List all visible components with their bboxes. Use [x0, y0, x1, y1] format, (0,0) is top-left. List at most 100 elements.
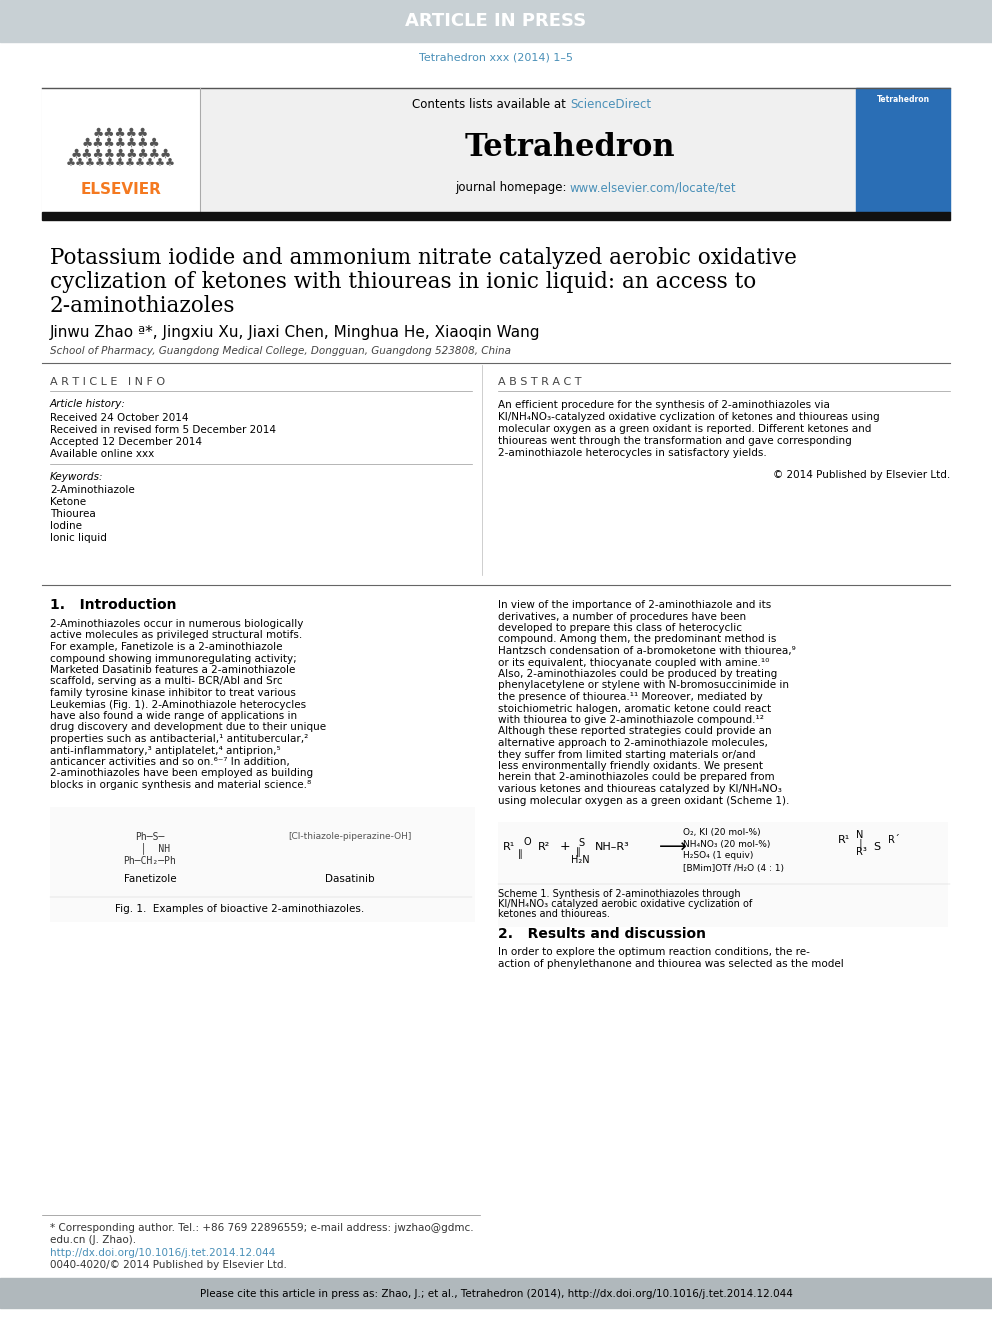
Text: less environmentally friendly oxidants. We present: less environmentally friendly oxidants. … — [498, 761, 763, 771]
Text: R¹: R¹ — [503, 841, 515, 852]
Text: action of phenylethanone and thiourea was selected as the model: action of phenylethanone and thiourea wa… — [498, 959, 844, 968]
Text: ∥: ∥ — [576, 847, 581, 857]
Text: the presence of thiourea.¹¹ Moreover, mediated by: the presence of thiourea.¹¹ Moreover, me… — [498, 692, 763, 703]
Text: Scheme 1. Synthesis of 2-aminothiazoles through: Scheme 1. Synthesis of 2-aminothiazoles … — [498, 889, 741, 900]
Text: molecular oxygen as a green oxidant is reported. Different ketones and: molecular oxygen as a green oxidant is r… — [498, 423, 871, 434]
Text: 2-aminothiazoles: 2-aminothiazoles — [50, 295, 235, 318]
Text: R´: R´ — [888, 835, 900, 845]
Text: ketones and thioureas.: ketones and thioureas. — [498, 909, 610, 919]
Text: KI/NH₄NO₃ catalyzed aerobic oxidative cyclization of: KI/NH₄NO₃ catalyzed aerobic oxidative cy… — [498, 900, 752, 909]
Text: herein that 2-aminothiazoles could be prepared from: herein that 2-aminothiazoles could be pr… — [498, 773, 775, 782]
Text: blocks in organic synthesis and material science.⁸: blocks in organic synthesis and material… — [50, 781, 311, 790]
Text: compound. Among them, the predominant method is: compound. Among them, the predominant me… — [498, 635, 777, 644]
Text: [Cl-thiazole-piperazine-OH]: [Cl-thiazole-piperazine-OH] — [289, 832, 412, 841]
Text: ♣♣♣♣♣♣♣: ♣♣♣♣♣♣♣ — [81, 136, 161, 149]
Text: +: + — [560, 840, 570, 853]
Text: stoichiometric halogen, aromatic ketone could react: stoichiometric halogen, aromatic ketone … — [498, 704, 771, 713]
Text: anti-inflammatory,³ antiplatelet,⁴ antiprion,⁵: anti-inflammatory,³ antiplatelet,⁴ antip… — [50, 745, 281, 755]
Text: │  NH: │ NH — [129, 843, 171, 855]
Text: Ph─CH₂─Ph: Ph─CH₂─Ph — [124, 856, 177, 865]
Text: family tyrosine kinase inhibitor to treat various: family tyrosine kinase inhibitor to trea… — [50, 688, 296, 699]
Text: Potassium iodide and ammonium nitrate catalyzed aerobic oxidative: Potassium iodide and ammonium nitrate ca… — [50, 247, 797, 269]
Text: Ketone: Ketone — [50, 497, 86, 507]
Text: www.elsevier.com/locate/tet: www.elsevier.com/locate/tet — [570, 181, 737, 194]
Text: For example, Fanetizole is a 2-aminothiazole: For example, Fanetizole is a 2-aminothia… — [50, 642, 283, 652]
Text: cyclization of ketones with thioureas in ionic liquid: an access to: cyclization of ketones with thioureas in… — [50, 271, 756, 292]
Bar — [42, 89, 950, 212]
Text: 1.   Introduction: 1. Introduction — [50, 598, 177, 613]
Text: Available online xxx: Available online xxx — [50, 448, 154, 459]
Text: 2-Aminothiazoles occur in numerous biologically: 2-Aminothiazoles occur in numerous biolo… — [50, 619, 304, 628]
Text: Fanetizole: Fanetizole — [124, 873, 177, 884]
Text: S: S — [873, 841, 880, 852]
Text: Although these reported strategies could provide an: Although these reported strategies could… — [498, 726, 772, 737]
Text: have also found a wide range of applications in: have also found a wide range of applicat… — [50, 710, 298, 721]
Bar — [42, 212, 950, 220]
Text: Fig. 1.  Examples of bioactive 2-aminothiazoles.: Fig. 1. Examples of bioactive 2-aminothi… — [115, 905, 365, 914]
Bar — [856, 89, 950, 212]
Text: N: N — [856, 830, 863, 840]
Text: A R T I C L E   I N F O: A R T I C L E I N F O — [50, 377, 165, 388]
Bar — [498, 822, 948, 927]
Text: An efficient procedure for the synthesis of 2-aminothiazoles via: An efficient procedure for the synthesis… — [498, 400, 830, 410]
Text: Also, 2-aminothiazoles could be produced by treating: Also, 2-aminothiazoles could be produced… — [498, 669, 778, 679]
Text: │: │ — [858, 837, 864, 849]
Text: drug discovery and development due to their unique: drug discovery and development due to th… — [50, 722, 326, 733]
Text: R¹: R¹ — [838, 835, 850, 845]
Text: properties such as antibacterial,¹ antitubercular,²: properties such as antibacterial,¹ antit… — [50, 734, 309, 744]
Text: Tetrahedron: Tetrahedron — [877, 95, 930, 105]
Text: Article history:: Article history: — [50, 400, 126, 409]
Text: [BMim]OTf /H₂O (4 : 1): [BMim]OTf /H₂O (4 : 1) — [683, 864, 784, 872]
Text: Ionic liquid: Ionic liquid — [50, 533, 107, 542]
Text: In order to explore the optimum reaction conditions, the re-: In order to explore the optimum reaction… — [498, 947, 809, 957]
Text: they suffer from limited starting materials or/and: they suffer from limited starting materi… — [498, 750, 756, 759]
Text: 0040-4020/© 2014 Published by Elsevier Ltd.: 0040-4020/© 2014 Published by Elsevier L… — [50, 1259, 287, 1270]
Text: http://dx.doi.org/10.1016/j.tet.2014.12.044: http://dx.doi.org/10.1016/j.tet.2014.12.… — [50, 1248, 275, 1258]
Text: NH₄NO₃ (20 mol-%): NH₄NO₃ (20 mol-%) — [683, 840, 771, 848]
Text: Dasatinib: Dasatinib — [325, 873, 375, 884]
Text: Marketed Dasatinib features a 2-aminothiazole: Marketed Dasatinib features a 2-aminothi… — [50, 665, 296, 675]
Text: Thiourea: Thiourea — [50, 509, 96, 519]
Text: ♣♣♣♣♣♣♣♣♣♣♣: ♣♣♣♣♣♣♣♣♣♣♣ — [66, 159, 176, 169]
Text: Accepted 12 December 2014: Accepted 12 December 2014 — [50, 437, 202, 447]
Text: Hantzsch condensation of a-bromoketone with thiourea,⁹: Hantzsch condensation of a-bromoketone w… — [498, 646, 796, 656]
Bar — [50, 807, 475, 922]
Text: Tetrahedron: Tetrahedron — [464, 132, 676, 164]
Bar — [0, 1278, 992, 1308]
Text: O: O — [523, 837, 531, 847]
Text: journal homepage:: journal homepage: — [454, 181, 570, 194]
Text: phenylacetylene or stylene with N-bromosuccinimide in: phenylacetylene or stylene with N-bromos… — [498, 680, 789, 691]
Text: S: S — [578, 837, 584, 848]
Text: ScienceDirect: ScienceDirect — [570, 98, 651, 111]
Text: ∥: ∥ — [518, 849, 523, 859]
Text: ARTICLE IN PRESS: ARTICLE IN PRESS — [406, 12, 586, 30]
Text: © 2014 Published by Elsevier Ltd.: © 2014 Published by Elsevier Ltd. — [773, 470, 950, 480]
Text: School of Pharmacy, Guangdong Medical College, Dongguan, Guangdong 523808, China: School of Pharmacy, Guangdong Medical Co… — [50, 347, 511, 356]
Text: 2-aminothiazoles have been employed as building: 2-aminothiazoles have been employed as b… — [50, 769, 313, 778]
Text: Keywords:: Keywords: — [50, 472, 103, 482]
Text: R³: R³ — [856, 847, 867, 857]
Text: H₂N: H₂N — [571, 855, 589, 865]
Text: scaffold, serving as a multi- BCR/Abl and Src: scaffold, serving as a multi- BCR/Abl an… — [50, 676, 283, 687]
Text: Ph─S─: Ph─S─ — [135, 831, 165, 841]
Text: developed to prepare this class of heterocyclic: developed to prepare this class of heter… — [498, 623, 742, 632]
Text: or its equivalent, thiocyanate coupled with amine.¹⁰: or its equivalent, thiocyanate coupled w… — [498, 658, 770, 668]
Bar — [0, 0, 992, 42]
Text: Received in revised form 5 December 2014: Received in revised form 5 December 2014 — [50, 425, 276, 435]
Text: ELSEVIER: ELSEVIER — [80, 183, 162, 197]
Text: NH–R³: NH–R³ — [595, 841, 630, 852]
Text: alternative approach to 2-aminothiazole molecules,: alternative approach to 2-aminothiazole … — [498, 738, 768, 747]
Text: derivatives, a number of procedures have been: derivatives, a number of procedures have… — [498, 611, 746, 622]
Text: O₂, KI (20 mol-%): O₂, KI (20 mol-%) — [683, 827, 761, 836]
Text: various ketones and thioureas catalyzed by KI/NH₄NO₃: various ketones and thioureas catalyzed … — [498, 785, 782, 794]
Text: A B S T R A C T: A B S T R A C T — [498, 377, 581, 388]
Text: R²: R² — [538, 841, 551, 852]
Text: * Corresponding author. Tel.: +86 769 22896559; e-mail address: jwzhao@gdmc.: * Corresponding author. Tel.: +86 769 22… — [50, 1222, 473, 1233]
Text: 2.   Results and discussion: 2. Results and discussion — [498, 927, 706, 941]
Text: Received 24 October 2014: Received 24 October 2014 — [50, 413, 188, 423]
Text: anticancer activities and so on.⁶⁻⁷ In addition,: anticancer activities and so on.⁶⁻⁷ In a… — [50, 757, 290, 767]
Text: 2-aminothiazole heterocycles in satisfactory yields.: 2-aminothiazole heterocycles in satisfac… — [498, 448, 767, 458]
Text: ⟶: ⟶ — [659, 837, 687, 856]
Text: H₂SO₄ (1 equiv): H₂SO₄ (1 equiv) — [683, 852, 753, 860]
Bar — [42, 89, 200, 212]
